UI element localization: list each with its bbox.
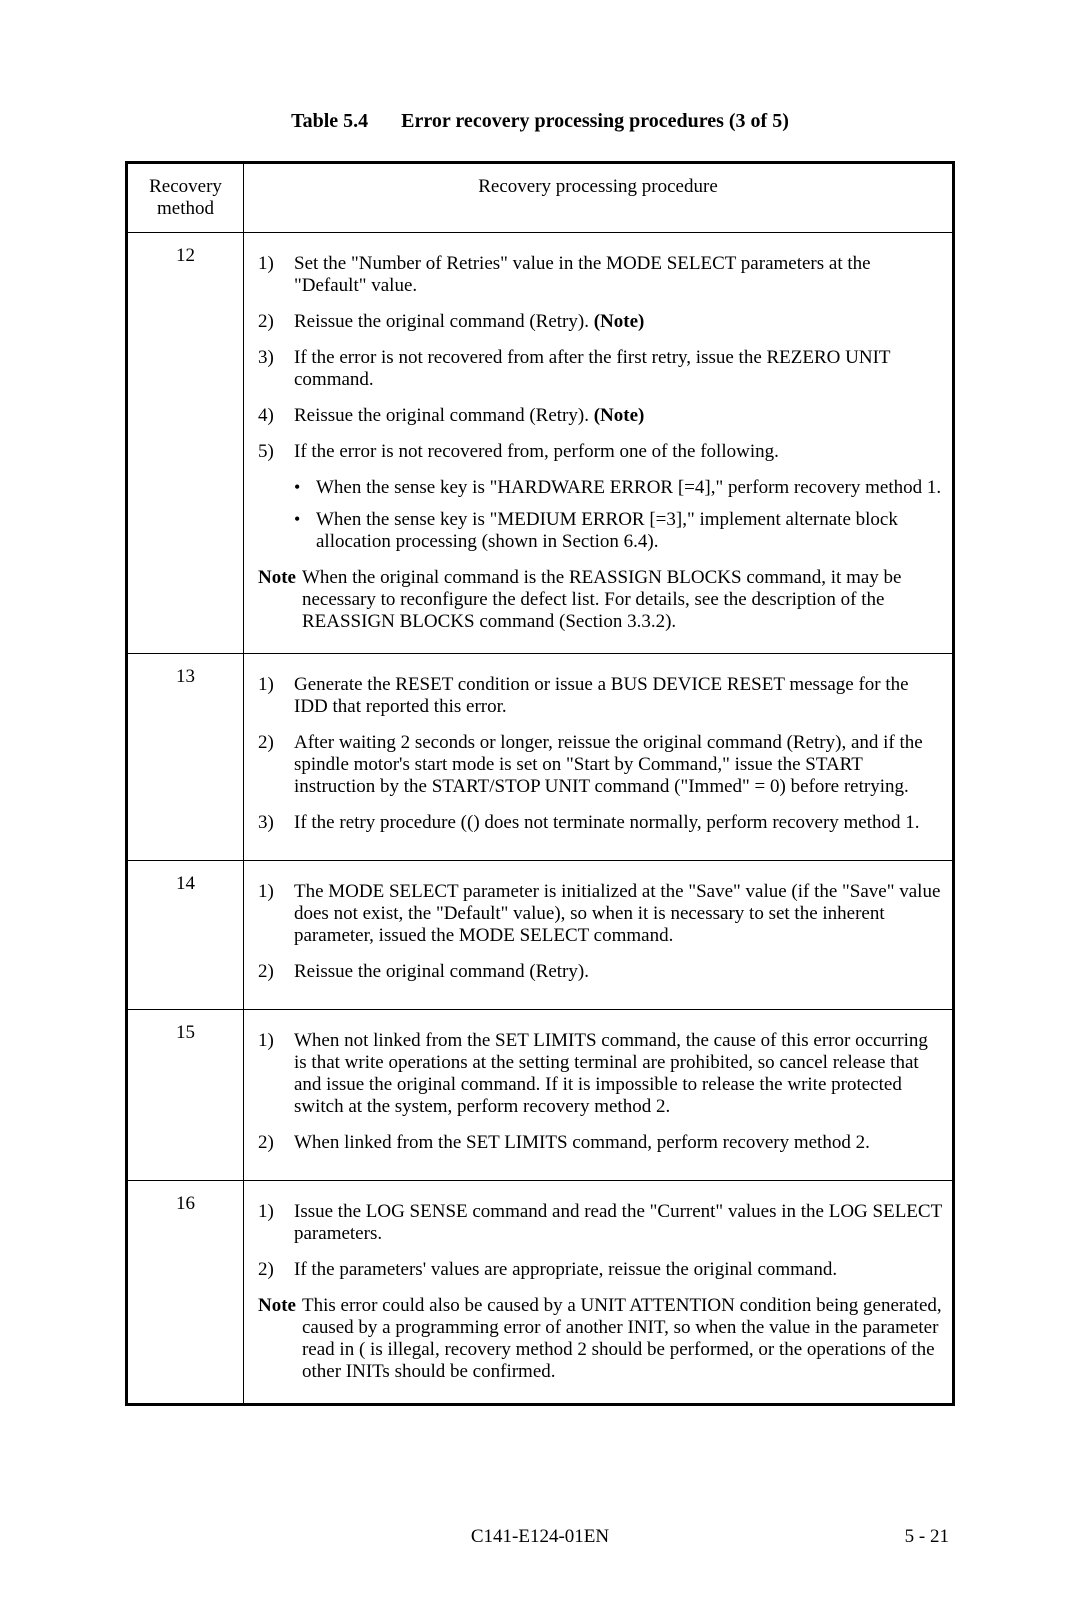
step-text: Reissue the original command (Retry). — [294, 961, 942, 983]
bullet-item: When the sense key is "MEDIUM ERROR [=3]… — [294, 509, 942, 553]
footer-center: C141-E124-01EN — [221, 1526, 859, 1548]
step-text: After waiting 2 seconds or longer, reiss… — [294, 732, 942, 798]
table-row: 141)The MODE SELECT parameter is initial… — [127, 861, 954, 1010]
step-number: 1) — [254, 881, 294, 947]
page-footer: C141-E124-01EN 5 - 21 — [125, 1526, 955, 1548]
step-number: 1) — [254, 253, 294, 297]
table-row: 131)Generate the RESET condition or issu… — [127, 654, 954, 861]
step-number: 2) — [254, 732, 294, 798]
procedure-step: 3)If the error is not recovered from aft… — [254, 347, 942, 391]
step-text: Issue the LOG SENSE command and read the… — [294, 1201, 942, 1245]
step-text: If the error is not recovered from after… — [294, 347, 942, 391]
step-number: 1) — [254, 1201, 294, 1245]
step-number: 3) — [254, 347, 294, 391]
table-row: 151)When not linked from the SET LIMITS … — [127, 1010, 954, 1181]
procedure-step: 1)Generate the RESET condition or issue … — [254, 674, 942, 718]
bullet-item: When the sense key is "HARDWARE ERROR [=… — [294, 477, 942, 499]
note-text: When the original command is the REASSIG… — [302, 567, 942, 633]
footer-left — [131, 1526, 221, 1548]
step-text: The MODE SELECT parameter is initialized… — [294, 881, 942, 947]
header-procedure: Recovery processing procedure — [244, 163, 954, 233]
procedure-step: 2)When linked from the SET LIMITS comman… — [254, 1132, 942, 1154]
footer-right: 5 - 21 — [859, 1526, 949, 1548]
procedure-step: 2)If the parameters' values are appropri… — [254, 1259, 942, 1281]
procedure-step: 5)If the error is not recovered from, pe… — [254, 441, 942, 463]
step-number: 4) — [254, 405, 294, 427]
method-cell: 15 — [127, 1010, 244, 1181]
procedure-cell: 1)Generate the RESET condition or issue … — [244, 654, 954, 861]
bullet-list: When the sense key is "HARDWARE ERROR [=… — [294, 477, 942, 553]
step-text: If the error is not recovered from, perf… — [294, 441, 942, 463]
table-caption: Table 5.4 Error recovery processing proc… — [125, 110, 955, 133]
note-label: Note — [254, 567, 302, 633]
step-number: 1) — [254, 1030, 294, 1118]
procedure-step: 1)When not linked from the SET LIMITS co… — [254, 1030, 942, 1118]
method-cell: 12 — [127, 233, 244, 654]
procedure-step: 1)Issue the LOG SENSE command and read t… — [254, 1201, 942, 1245]
procedure-step: 2)Reissue the original command (Retry). — [254, 961, 942, 983]
method-cell: 16 — [127, 1181, 244, 1405]
step-text: When linked from the SET LIMITS command,… — [294, 1132, 942, 1154]
note-block: NoteThis error could also be caused by a… — [254, 1295, 942, 1383]
step-number: 5) — [254, 441, 294, 463]
procedure-cell: 1)When not linked from the SET LIMITS co… — [244, 1010, 954, 1181]
step-text: If the retry procedure (() does not term… — [294, 812, 942, 834]
step-number: 2) — [254, 1259, 294, 1281]
step-number: 2) — [254, 311, 294, 333]
step-number: 2) — [254, 961, 294, 983]
caption-title: Error recovery processing procedures (3 … — [401, 110, 789, 132]
table-row: 161)Issue the LOG SENSE command and read… — [127, 1181, 954, 1405]
step-number: 3) — [254, 812, 294, 834]
step-number: 2) — [254, 1132, 294, 1154]
step-text: If the parameters' values are appropriat… — [294, 1259, 942, 1281]
note-block: NoteWhen the original command is the REA… — [254, 567, 942, 633]
procedure-cell: 1)Set the "Number of Retries" value in t… — [244, 233, 954, 654]
procedure-step: 2)Reissue the original command (Retry). … — [254, 311, 942, 333]
inline-note: (Note) — [594, 405, 645, 426]
step-text: When not linked from the SET LIMITS comm… — [294, 1030, 942, 1118]
recovery-table: Recovery method Recovery processing proc… — [125, 161, 955, 1406]
procedure-step: 1)Set the "Number of Retries" value in t… — [254, 253, 942, 297]
step-number: 1) — [254, 674, 294, 718]
procedure-step: 4)Reissue the original command (Retry). … — [254, 405, 942, 427]
step-text: Reissue the original command (Retry). (N… — [294, 405, 942, 427]
header-method: Recovery method — [127, 163, 244, 233]
table-row: 121)Set the "Number of Retries" value in… — [127, 233, 954, 654]
page: Table 5.4 Error recovery processing proc… — [0, 0, 1080, 1608]
procedure-step: 3)If the retry procedure (() does not te… — [254, 812, 942, 834]
inline-note: (Note) — [594, 311, 645, 332]
step-text: Set the "Number of Retries" value in the… — [294, 253, 942, 297]
procedure-step: 2)After waiting 2 seconds or longer, rei… — [254, 732, 942, 798]
procedure-cell: 1)Issue the LOG SENSE command and read t… — [244, 1181, 954, 1405]
note-label: Note — [254, 1295, 302, 1383]
procedure-step: 1)The MODE SELECT parameter is initializ… — [254, 881, 942, 947]
method-cell: 14 — [127, 861, 244, 1010]
step-text: Generate the RESET condition or issue a … — [294, 674, 942, 718]
caption-label: Table 5.4 — [291, 110, 368, 132]
procedure-cell: 1)The MODE SELECT parameter is initializ… — [244, 861, 954, 1010]
note-text: This error could also be caused by a UNI… — [302, 1295, 942, 1383]
step-text: Reissue the original command (Retry). (N… — [294, 311, 942, 333]
method-cell: 13 — [127, 654, 244, 861]
